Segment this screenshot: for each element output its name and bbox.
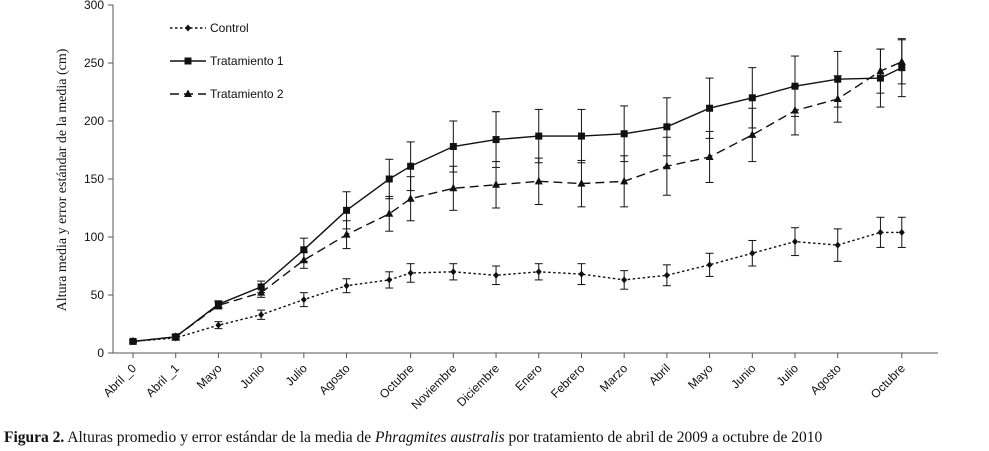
y-tick-label: 100 <box>84 230 104 244</box>
data-point <box>620 176 629 185</box>
data-point <box>706 104 714 112</box>
data-point <box>449 183 458 192</box>
x-tick-label: Mayo <box>194 361 225 392</box>
x-tick-label: Febrero <box>548 361 588 401</box>
caption-label: Figura 2. <box>4 429 65 446</box>
data-point <box>215 321 222 329</box>
data-point <box>299 255 308 264</box>
data-point <box>450 268 457 276</box>
caption-species: Phragmites australis <box>375 429 505 446</box>
y-axis-label: Altura media y error estándar de la medi… <box>55 48 70 311</box>
data-point <box>792 238 799 246</box>
x-tick-label: Julio <box>774 361 802 389</box>
caption-text-before: Alturas promedio y error estándar de la … <box>64 429 376 446</box>
legend-label: Control <box>210 21 249 35</box>
legend: Control Tratamiento 1 Tratamiento 2 <box>170 21 284 101</box>
legend-marker <box>184 57 192 65</box>
data-point <box>385 209 394 217</box>
data-point <box>300 296 307 304</box>
y-tick-label: 200 <box>84 114 104 128</box>
x-tick-label: Abril <box>646 361 673 388</box>
legend-label: Tratamiento 1 <box>210 54 284 68</box>
series-line <box>132 231 902 343</box>
data-point <box>748 130 757 138</box>
x-tick-label: Junio <box>728 361 758 391</box>
data-point <box>897 57 906 65</box>
data-point <box>876 66 885 75</box>
data-point <box>407 269 414 277</box>
data-point <box>492 136 500 144</box>
x-tick-label: Julio <box>283 361 311 389</box>
x-tick-label: Agosto <box>808 361 845 398</box>
legend-label: Tratamiento 2 <box>210 87 284 101</box>
data-point <box>257 283 265 291</box>
y-tick-label: 300 <box>84 0 104 12</box>
x-tick-label: Abril _0 <box>100 361 139 400</box>
data-point <box>748 94 756 102</box>
data-point <box>406 194 415 202</box>
data-point <box>386 276 393 284</box>
series-tratamiento-1 <box>129 38 906 345</box>
data-point <box>577 179 586 187</box>
data-point <box>877 228 884 236</box>
data-point <box>171 332 180 340</box>
data-point <box>898 228 905 236</box>
x-tick-label: Abril _1 <box>143 361 182 400</box>
x-tick-label: Diciembre <box>454 361 502 409</box>
data-point <box>749 249 756 257</box>
x-tick-label: Octubre <box>868 361 908 401</box>
x-tick-label: Marzo <box>597 361 631 395</box>
data-point <box>407 162 415 170</box>
series-line <box>132 61 903 343</box>
data-point <box>578 270 585 278</box>
caption-text-after: por tratamiento de abril de 2009 a octub… <box>504 429 823 446</box>
line-chart: 0 50 100 150 200 250 300 Abril _0 Abril _1 Mayo Ju… <box>55 0 938 412</box>
data-point <box>663 123 671 131</box>
x-tick-label: Enero <box>512 361 545 394</box>
data-point <box>662 161 671 170</box>
data-point <box>343 282 350 290</box>
data-point <box>300 246 308 254</box>
data-point <box>706 261 713 269</box>
data-point <box>577 132 585 140</box>
data-point <box>342 230 351 238</box>
data-point <box>493 271 500 279</box>
x-tick-label: Junio <box>237 361 267 391</box>
data-point <box>833 94 842 102</box>
data-point <box>343 206 351 214</box>
data-point <box>535 132 543 140</box>
x-tick-label: Octubre <box>377 361 417 401</box>
figure-caption: Figura 2. Alturas promedio y error están… <box>4 429 989 447</box>
x-tick-label: Noviembre <box>409 361 460 412</box>
y-tick-label: 50 <box>91 288 105 302</box>
series-control <box>129 216 906 345</box>
y-tick-label: 250 <box>84 56 104 70</box>
data-point <box>385 175 393 183</box>
data-point <box>621 276 628 284</box>
data-point <box>705 152 714 160</box>
data-point <box>620 130 628 138</box>
y-tick-label: 0 <box>97 346 104 360</box>
y-tick-label: 150 <box>84 172 104 186</box>
data-point <box>257 288 266 296</box>
data-point <box>535 268 542 276</box>
series-line <box>132 66 903 343</box>
data-point <box>129 336 137 345</box>
data-point <box>834 241 841 249</box>
data-point <box>492 180 501 188</box>
data-point <box>791 106 800 114</box>
legend-marker <box>184 89 192 97</box>
data-point <box>663 271 670 279</box>
series-layer <box>129 38 906 345</box>
data-point <box>534 176 543 185</box>
data-point <box>449 143 457 151</box>
data-point <box>258 311 265 319</box>
series-tratamiento-2 <box>129 39 906 345</box>
x-tick-label: Agosto <box>316 361 353 398</box>
data-point <box>214 300 223 309</box>
legend-marker <box>185 24 191 32</box>
x-tick-label: Mayo <box>685 361 716 392</box>
